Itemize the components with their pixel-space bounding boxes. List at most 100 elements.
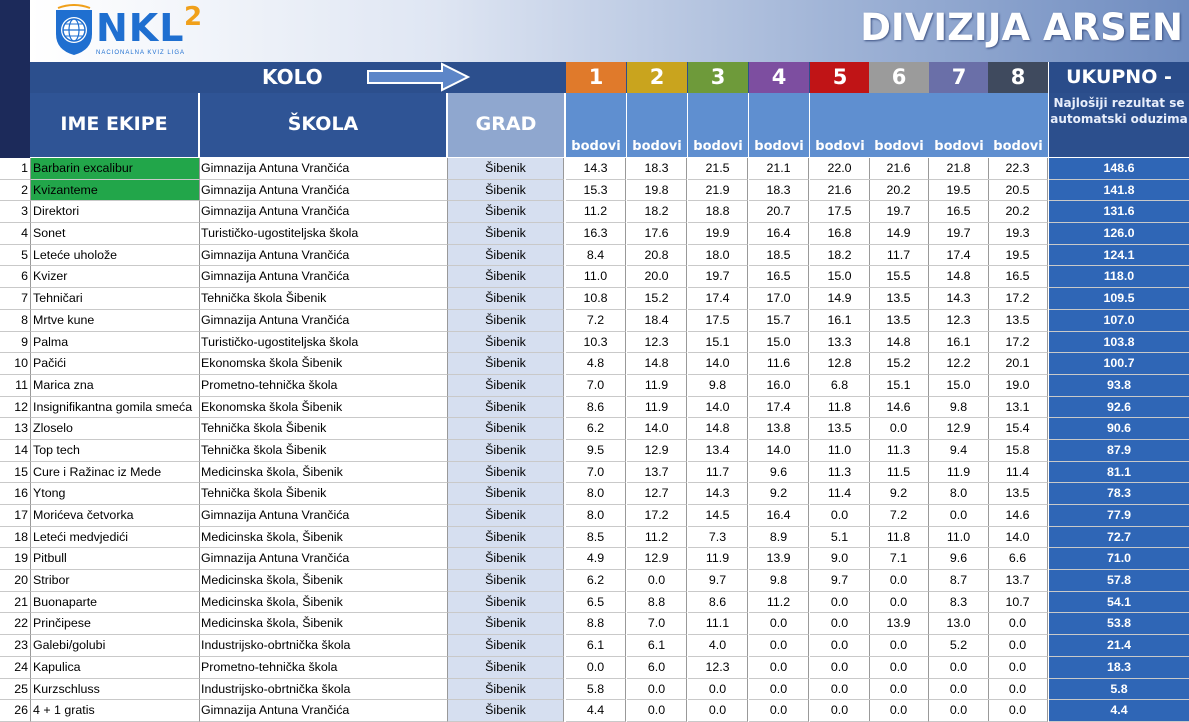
round-score-cell: 13.3 [810, 331, 870, 354]
round-score-cell: 17.4 [749, 396, 809, 419]
round-score-cell: 9.2 [749, 483, 809, 505]
school-cell: Prometno-tehnička škola [200, 656, 448, 679]
bodovi-header-3: bodovi [688, 93, 748, 157]
school-cell: Medicinska škola, Šibenik [200, 570, 448, 592]
total-score-cell: 148.6 [1049, 158, 1189, 180]
round-score-cell: 6.5 [566, 591, 626, 614]
total-score-cell: 78.3 [1049, 483, 1189, 505]
round-score-cell: 11.3 [869, 439, 929, 462]
round-score-cell: 20.1 [988, 353, 1048, 375]
round-score-cell: 20.7 [749, 201, 809, 224]
rank-cell: 2 [0, 179, 30, 202]
school-cell: Gimnazija Antuna Vrančića [200, 700, 448, 722]
round-score-cell: 0.0 [929, 700, 989, 722]
round-score-cell: 7.0 [627, 613, 687, 636]
round-score-cell: 17.4 [688, 288, 748, 310]
table-row: 4 Sonet Turističko-ugostiteljska škola Šibe… [0, 223, 1189, 245]
city-cell: Šibenik [448, 656, 564, 679]
round-score-cell: 9.8 [929, 396, 989, 419]
total-score-cell: 118.0 [1049, 266, 1189, 289]
round-score-cell: 7.3 [688, 526, 748, 549]
round-score-cell: 0.0 [810, 678, 870, 701]
round-score-cell: 16.1 [810, 309, 870, 332]
round-score-cell: 12.7 [627, 483, 687, 505]
round-score-cell: 17.4 [929, 244, 989, 267]
table-row: 25 Kurzschluss Industrijsko-obrtnička škol… [0, 678, 1189, 701]
round-score-cell: 19.5 [929, 179, 989, 202]
round-score-cell: 11.1 [688, 613, 748, 636]
round-score-cell: 14.3 [566, 158, 626, 180]
school-cell: Prometno-tehnička škola [200, 374, 448, 397]
team-name-cell: Pačići [30, 353, 200, 375]
round-score-cell: 7.1 [869, 548, 929, 571]
city-cell: Šibenik [448, 374, 564, 397]
round-score-cell: 4.8 [566, 353, 626, 375]
round-score-cell: 22.3 [988, 158, 1048, 180]
team-name-cell: Marica zna [30, 374, 200, 397]
ukupno-note: Najlošiji rezultat se automatski oduzima [1049, 93, 1189, 157]
round-score-cell: 13.5 [988, 309, 1048, 332]
bodovi-label: bodovi [693, 139, 743, 154]
school-cell: Medicinska škola, Šibenik [200, 526, 448, 549]
nkl-logo: NKL 2 NACIONALNA KVIZ LIGA [52, 2, 212, 58]
rank-cell: 6 [0, 266, 30, 289]
school-cell: Industrijsko-obrtnička škola [200, 635, 448, 657]
round-score-cell: 0.0 [749, 700, 809, 722]
round-score-cell: 8.6 [688, 591, 748, 614]
rank-cell: 17 [0, 505, 30, 527]
team-name-cell: Barbarin excalibur [30, 158, 200, 180]
round-score-cell: 15.4 [988, 418, 1048, 440]
bodovi-header-1: bodovi [566, 93, 626, 157]
round-score-cell: 9.6 [929, 548, 989, 571]
round-score-cell: 15.0 [810, 266, 870, 289]
team-name-cell: Ytong [30, 483, 200, 505]
rank-cell: 1 [0, 158, 30, 180]
bodovi-label: bodovi [934, 139, 984, 154]
total-score-cell: 18.3 [1049, 656, 1189, 679]
round-score-cell: 10.3 [566, 331, 626, 354]
kolo-label: KOLO [262, 65, 323, 89]
bodovi-header-2: bodovi [627, 93, 687, 157]
round-score-cell: 15.1 [688, 331, 748, 354]
rank-cell: 23 [0, 635, 30, 657]
division-title: DIVIZIJA ARSEN [860, 6, 1183, 49]
round-score-cell: 0.0 [810, 613, 870, 636]
round-score-cell: 14.0 [688, 353, 748, 375]
round-score-cell: 7.2 [566, 309, 626, 332]
total-score-cell: 21.4 [1049, 635, 1189, 657]
round-score-cell: 6.8 [810, 374, 870, 397]
round-header-2: 2 [627, 62, 687, 93]
bodovi-header-8: bodovi [988, 93, 1048, 157]
ime-ekipe-header [30, 93, 198, 157]
round-score-cell: 20.2 [988, 201, 1048, 224]
round-score-cell: 9.8 [749, 570, 809, 592]
round-score-cell: 11.9 [627, 374, 687, 397]
bodovi-header-5: bodovi [810, 93, 870, 157]
round-score-cell: 6.6 [988, 548, 1048, 571]
round-score-cell: 9.6 [749, 461, 809, 484]
total-score-cell: 124.1 [1049, 244, 1189, 267]
rank-cell: 13 [0, 418, 30, 440]
round-score-cell: 13.7 [988, 570, 1048, 592]
round-score-cell: 6.0 [627, 656, 687, 679]
city-cell: Šibenik [448, 309, 564, 332]
round-score-cell: 14.6 [988, 505, 1048, 527]
round-score-cell: 9.2 [869, 483, 929, 505]
round-score-cell: 11.9 [627, 396, 687, 419]
table-row: 12 Insignifikantna gomila smeća Ekonomska … [0, 396, 1189, 419]
round-score-cell: 8.0 [566, 505, 626, 527]
total-score-cell: 92.6 [1049, 396, 1189, 419]
total-score-cell: 93.8 [1049, 374, 1189, 397]
city-cell: Šibenik [448, 439, 564, 462]
table-row: 3 Direktori Gimnazija Antuna Vrančića Šiben… [0, 201, 1189, 224]
table-row: 16 Ytong Tehnička škola Šibenik Šibenik 8.0 1… [0, 483, 1189, 505]
round-score-cell: 0.0 [627, 700, 687, 722]
round-score-cell: 11.5 [869, 461, 929, 484]
school-cell: Tehnička škola Šibenik [200, 483, 448, 505]
city-cell: Šibenik [448, 353, 564, 375]
round-score-cell: 14.8 [688, 418, 748, 440]
school-cell: Tehnička škola Šibenik [200, 439, 448, 462]
round-score-cell: 15.2 [869, 353, 929, 375]
table-row: 7 Tehničari Tehnička škola Šibenik Šibenik 1… [0, 288, 1189, 310]
round-score-cell: 17.2 [988, 331, 1048, 354]
